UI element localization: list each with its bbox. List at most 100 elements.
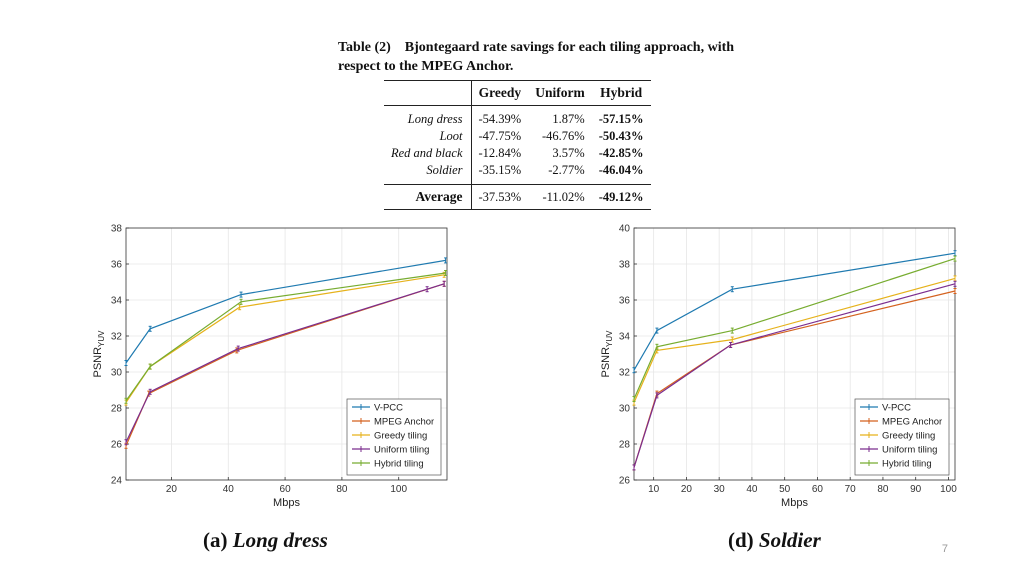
x-tick-label: 100 [940, 484, 957, 495]
table-row: Loot -47.75% -46.76% -50.43% [384, 128, 651, 145]
subcaption-a-prefix: (a) [203, 528, 233, 552]
cell-greedy: -12.84% [478, 146, 522, 160]
legend-label-mpeg-anchor: MPEG Anchor [882, 417, 942, 428]
y-axis-label-main: PSNR [600, 347, 612, 378]
x-axis-label: Mbps [273, 497, 300, 509]
column-header-greedy: Greedy [478, 85, 522, 100]
table-row: Long dress -54.39% 1.87% -57.15% [384, 105, 651, 128]
header-empty-cell [384, 80, 472, 106]
x-tick-label: 50 [779, 484, 791, 495]
legend-label-hybrid-tiling: Hybrid tiling [882, 459, 932, 470]
y-axis-label: PSNRYUV [600, 330, 614, 378]
soldier-chart: 10 20 30 40 50 60 70 80 90 100 26 28 30 32 34 36 38 40 Mbp… [600, 224, 957, 510]
x-tick-label: 20 [681, 484, 693, 495]
legend-label-v-pcc: V-PCC [882, 403, 911, 414]
y-tick-label: 26 [619, 476, 631, 487]
cell-hybrid: -46.04% [598, 163, 644, 177]
average-uniform: -11.02% [542, 189, 585, 204]
subcaption-d-title: Soldier [758, 528, 821, 552]
x-axis-label: Mbps [781, 497, 808, 509]
y-tick-label: 38 [619, 260, 631, 271]
table-caption: Table (2) Bjontegaard rate savings for ea… [338, 38, 758, 76]
subcaption-d: (d) Soldier [728, 528, 821, 553]
series-line-v-pcc [633, 252, 956, 371]
legend-label-uniform-tiling: Uniform tiling [882, 445, 937, 456]
table-header-row: Greedy Uniform Hybrid [384, 80, 651, 106]
y-tick-label: 24 [111, 476, 123, 487]
column-header-hybrid: Hybrid [600, 85, 643, 100]
y-tick-label: 28 [111, 404, 123, 415]
cell-uniform: 3.57% [552, 146, 585, 160]
table-label: Table (2) [338, 40, 391, 55]
series-line-greedy-tiling [633, 277, 956, 403]
y-axis-label-subscript: YUV [605, 330, 614, 347]
legend-label-greedy-tiling: Greedy tiling [882, 431, 935, 442]
average-row: Average -37.53% -11.02% -49.12% [384, 184, 651, 210]
x-tick-label: 30 [714, 484, 726, 495]
rate-savings-table: Greedy Uniform Hybrid Long dress -54.39%… [384, 80, 651, 210]
plot-frame [125, 227, 448, 481]
row-name: Red and black [384, 145, 472, 162]
cell-uniform: -46.76% [542, 129, 585, 143]
y-tick-label: 40 [619, 224, 631, 235]
row-name: Soldier [384, 162, 472, 185]
x-tick-label: 80 [877, 484, 889, 495]
legend-label-hybrid-tiling: Hybrid tiling [374, 459, 424, 470]
x-tick-label: 40 [223, 484, 235, 495]
x-tick-label: 90 [910, 484, 922, 495]
y-tick-label: 36 [619, 296, 631, 307]
x-tick-label: 100 [390, 484, 407, 495]
legend-label-mpeg-anchor: MPEG Anchor [374, 417, 434, 428]
x-tick-label: 70 [845, 484, 857, 495]
cell-hybrid: -57.15% [598, 112, 644, 126]
column-header-uniform: Uniform [535, 85, 585, 100]
x-tick-label: 40 [746, 484, 758, 495]
table-row: Red and black -12.84% 3.57% -42.85% [384, 145, 651, 162]
series-line-hybrid-tiling [125, 272, 446, 402]
cell-greedy: -35.15% [478, 163, 522, 177]
x-tick-label: 20 [166, 484, 178, 495]
y-tick-label: 32 [619, 368, 631, 379]
cell-greedy: -54.39% [478, 112, 522, 126]
x-tick-label: 80 [336, 484, 348, 495]
y-axis-label-main: PSNR [92, 347, 104, 378]
series-line-hybrid-tiling [633, 258, 956, 400]
y-tick-label: 34 [111, 296, 123, 307]
legend-box [346, 398, 442, 476]
row-name: Loot [384, 128, 472, 145]
cell-hybrid: -50.43% [598, 129, 644, 143]
average-label: Average [384, 184, 472, 210]
average-greedy: -37.53% [478, 189, 522, 204]
y-tick-label: 26 [111, 440, 123, 451]
y-tick-label: 32 [111, 332, 123, 343]
y-tick-label: 38 [111, 224, 123, 235]
y-tick-label: 28 [619, 440, 631, 451]
x-tick-label: 60 [280, 484, 292, 495]
average-hybrid: -49.12% [598, 189, 644, 204]
x-tick-label: 60 [812, 484, 824, 495]
long-dress-chart: 20 40 60 80 100 24 26 28 30 32 34 36 38 Mbps PSNRYUV V-… [92, 224, 448, 509]
series-line-v-pcc [125, 259, 446, 364]
cell-uniform: -2.77% [548, 163, 585, 177]
page-number: 7 [941, 543, 948, 555]
subcaption-d-prefix: (d) [728, 528, 759, 552]
x-tick-label: 10 [648, 484, 660, 495]
legend-label-uniform-tiling: Uniform tiling [374, 445, 429, 456]
legend-label-v-pcc: V-PCC [374, 403, 403, 414]
table-row: Soldier -35.15% -2.77% -46.04% [384, 162, 651, 185]
cell-uniform: 1.87% [552, 112, 585, 126]
y-axis-label: PSNRYUV [92, 330, 106, 378]
subcaption-a-title: Long dress [232, 528, 328, 552]
cell-greedy: -47.75% [478, 129, 522, 143]
y-axis-label-subscript: YUV [97, 330, 106, 347]
row-name: Long dress [384, 105, 472, 128]
cell-hybrid: -42.85% [598, 146, 644, 160]
y-tick-label: 34 [619, 332, 631, 343]
table-title: Bjontegaard rate savings for each tiling… [338, 40, 735, 74]
series-line-uniform-tiling [633, 283, 956, 468]
y-tick-label: 30 [619, 404, 631, 415]
y-tick-label: 36 [111, 260, 123, 271]
y-tick-label: 30 [111, 368, 123, 379]
legend-label-greedy-tiling: Greedy tiling [374, 431, 427, 442]
plot-frame [633, 227, 956, 481]
